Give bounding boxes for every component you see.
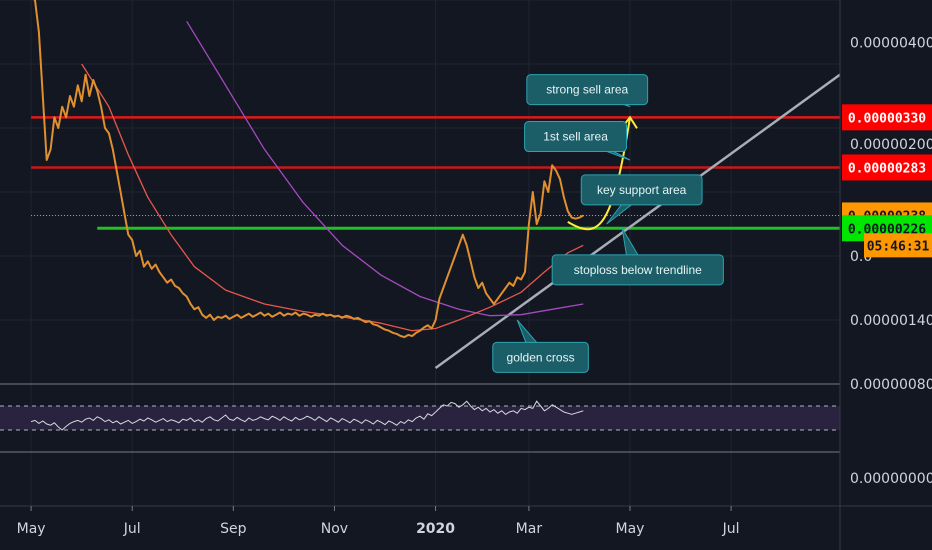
annotation-text-1: 1st sell area <box>543 130 608 144</box>
trendline-layer <box>434 73 841 370</box>
x-tick-label-5: Mar <box>516 521 543 537</box>
price-badges: 0.000003300.000002830.000002380.00000226… <box>842 104 932 258</box>
price-badge-0 <box>842 104 932 131</box>
x-tick-label-7: Jul <box>722 521 740 537</box>
support-trendline <box>434 73 841 370</box>
annotation-box-1 <box>524 121 628 153</box>
annotation-box-0 <box>526 74 649 106</box>
annotation-box-4 <box>492 341 589 373</box>
x-tick-label-3: Nov <box>321 521 348 537</box>
y-tick-label-3: 0.00000000 <box>850 471 932 487</box>
ma-slow-line <box>186 20 584 317</box>
y-tick-label-1: 0.00000140 <box>850 313 932 329</box>
annotation-text-3: stoploss below trendline <box>574 263 702 277</box>
price-badge-1 <box>842 154 932 181</box>
x-tick-label-1: Jul <box>123 521 141 537</box>
x-tick-label-2: Sep <box>220 521 247 537</box>
price-badge-text-0: 0.00000330 <box>848 111 926 126</box>
y-tick-label-0: 0.00000400 <box>850 36 932 52</box>
projection-curve <box>567 117 631 231</box>
series-layer <box>32 0 638 339</box>
rsi-band <box>0 406 840 430</box>
annotation-text-0: strong sell area <box>546 83 628 97</box>
y-tick-label-2: 0.00000080 <box>850 377 932 393</box>
annotation-box-3 <box>551 254 724 286</box>
annotations-layer: strong sell area 1st sell area key support… <box>492 74 724 373</box>
y-tick-label-hidden-0: 0.00000200 <box>850 137 932 153</box>
rsi-line <box>30 400 584 431</box>
x-tick-label-4: 2020 <box>416 521 455 537</box>
x-tick-label-0: May <box>17 521 46 537</box>
rsi-panel <box>0 383 840 453</box>
annotation-box-2 <box>580 174 703 206</box>
horizontal-levels <box>31 116 840 230</box>
countdown-badge <box>864 233 932 258</box>
ma-fast-line <box>81 63 584 332</box>
price-line <box>32 0 584 339</box>
annotation-text-4: golden cross <box>507 350 575 364</box>
annotation-text-2: key support area <box>597 183 687 197</box>
x-tick-label-6: May <box>616 521 645 537</box>
countdown-text: 05:46:31 <box>867 239 930 254</box>
price-badge-text-1: 0.00000283 <box>848 161 926 176</box>
